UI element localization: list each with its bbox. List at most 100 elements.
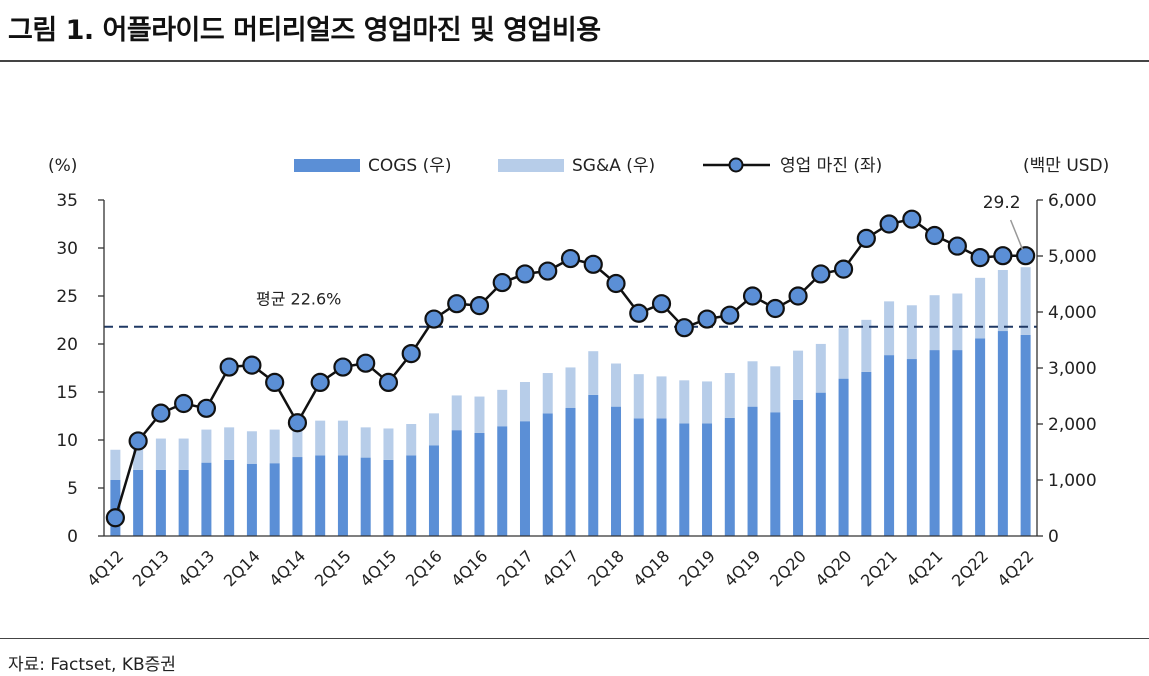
margin-point	[105, 508, 125, 528]
x-tick-label: 2Q16	[402, 546, 446, 590]
legend-cogs-swatch	[294, 159, 360, 172]
left-tick-label: 15	[56, 383, 78, 403]
margin-point	[219, 357, 239, 377]
margin-point	[720, 305, 740, 325]
x-tick-label: 4Q19	[720, 546, 764, 590]
annotation-layer: 29.2	[983, 193, 1024, 250]
margin-point	[447, 294, 467, 314]
right-tick-label: 6,000	[1048, 191, 1097, 211]
cogs-bar	[292, 457, 303, 536]
sga-bar	[702, 381, 713, 424]
margin-point	[833, 259, 854, 279]
right-tick-label: 1,000	[1048, 471, 1097, 491]
left-tick-label: 20	[56, 335, 78, 355]
margin-point	[424, 309, 444, 329]
cogs-bar	[679, 423, 690, 536]
cogs-bar	[633, 418, 644, 536]
figure-title: 그림 1. 어플라이드 머티리얼즈 영업마진 및 영업비용	[8, 15, 601, 46]
average-label: 평균 22.6%	[256, 290, 341, 309]
margin-point	[128, 431, 148, 451]
margin-point	[697, 309, 717, 329]
cogs-bar	[906, 359, 917, 536]
sga-bar	[588, 351, 599, 395]
title-divider	[0, 60, 1149, 62]
cogs-bar	[588, 394, 599, 536]
source-note: 자료: Factset, KB증권	[8, 655, 176, 675]
margin-point	[469, 296, 490, 316]
sga-bar	[155, 438, 166, 470]
margin-point	[310, 372, 330, 392]
cogs-bar	[497, 426, 508, 536]
margin-point	[856, 228, 876, 248]
cogs-bar	[269, 463, 280, 536]
margin-point	[742, 286, 763, 306]
margin-point	[1016, 246, 1036, 266]
right-tick-label: 4,000	[1048, 303, 1097, 323]
margin-point	[333, 357, 353, 377]
sga-bar	[975, 277, 986, 339]
cogs-bar	[793, 399, 804, 536]
sga-bar	[269, 429, 280, 464]
axes-layer: 0 5 10 15 20 25 30 35 0 1,000 2,000 3,000 4,000 5,000…	[56, 191, 1096, 590]
cogs-bar	[952, 350, 963, 536]
last-value-annotation: 29.2	[983, 193, 1021, 213]
margin-point	[287, 413, 308, 433]
cogs-bar	[861, 371, 872, 536]
cogs-bar	[155, 469, 166, 536]
sga-bar	[519, 382, 530, 422]
sga-bar	[133, 444, 144, 470]
right-axis-unit: (백만 USD)	[1023, 156, 1109, 176]
sga-bar	[337, 420, 348, 456]
x-tick-label: 4Q15	[356, 546, 400, 590]
left-tick-label: 35	[56, 191, 78, 211]
cogs-bar	[542, 413, 553, 536]
cogs-bar	[451, 430, 462, 536]
sga-bar	[952, 293, 963, 351]
cogs-bar	[315, 455, 326, 536]
cogs-bar	[656, 418, 667, 536]
margin-point	[902, 209, 922, 229]
x-tick-label: 4Q14	[265, 546, 309, 590]
cogs-bar	[815, 392, 826, 536]
x-tick-label: 4Q17	[538, 546, 582, 590]
sga-bar	[565, 367, 576, 408]
right-tick-label: 3,000	[1048, 359, 1097, 379]
x-tick-label: 2Q14	[220, 546, 264, 590]
cogs-bar	[383, 459, 394, 536]
sga-bar	[906, 305, 917, 360]
margin-point	[401, 344, 421, 364]
sga-bar	[997, 270, 1008, 332]
legend-sga-swatch	[498, 159, 564, 172]
left-tick-label: 10	[56, 431, 78, 451]
left-tick-label: 5	[67, 479, 78, 499]
margin-point	[811, 264, 831, 284]
legend-sga-label: SG&A (우)	[572, 156, 655, 176]
cogs-bar	[884, 355, 895, 536]
cogs-bar	[565, 407, 576, 536]
right-tick-label: 2,000	[1048, 415, 1097, 435]
x-tick-label: 4Q20	[812, 546, 856, 590]
x-tick-label: 2Q22	[948, 546, 992, 590]
x-tick-label: 2Q19	[675, 546, 719, 590]
cogs-bar	[838, 378, 849, 536]
cogs-bar	[133, 469, 144, 536]
sga-bar	[428, 413, 439, 446]
cogs-bar	[360, 457, 371, 536]
sga-bar	[1020, 267, 1031, 335]
legend-margin-marker	[728, 157, 744, 173]
x-tick-label: 2Q13	[129, 546, 173, 590]
x-tick-label: 2Q20	[766, 546, 810, 590]
cogs-bar	[246, 463, 257, 536]
margin-point	[515, 264, 535, 284]
margin-cost-chart: 평균 22.6% 0 5 10 15 20 25 30 35 0 1,000 2,000 3,000 4…	[48, 156, 1109, 590]
sga-bar	[884, 301, 895, 356]
cogs-bar	[406, 455, 417, 536]
cogs-bar	[997, 331, 1008, 536]
margin-point	[196, 398, 217, 418]
sga-bar	[656, 376, 667, 419]
margin-point	[879, 214, 899, 234]
margin-point	[674, 318, 694, 338]
cogs-bar	[474, 432, 485, 536]
sga-bar	[770, 366, 781, 413]
source-divider	[0, 638, 1149, 639]
